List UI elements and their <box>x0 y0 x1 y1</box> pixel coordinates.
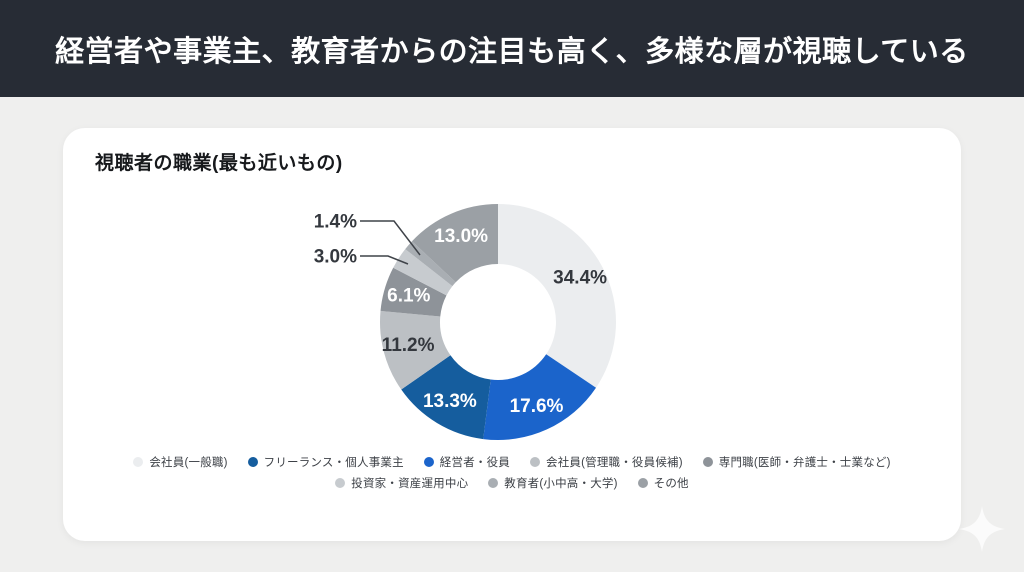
legend-label: 会社員(管理職・役員候補) <box>546 457 683 469</box>
legend-label: 会社員(一般職) <box>149 457 228 469</box>
legend-item: 投資家・資産運用中心 <box>335 475 468 491</box>
legend-dot-icon <box>133 457 144 467</box>
chart-title: 視聴者の職業(最も近いもの) <box>95 153 343 174</box>
legend-label: 教育者(小中高・大学) <box>504 478 618 490</box>
legend-dot-icon <box>637 478 648 488</box>
legend-label: 投資家・資産運用中心 <box>351 478 469 490</box>
legend-dot-icon <box>488 478 499 488</box>
legend-dot-icon <box>423 457 434 467</box>
legend-dot-icon <box>247 457 258 467</box>
sparkle-icon <box>958 505 1006 553</box>
legend-row: 投資家・資産運用中心 教育者(小中高・大学) その他 <box>335 475 689 491</box>
legend-item: 専門職(医師・弁護士・士業など) <box>702 454 891 470</box>
legend-item: 会社員(管理職・役員候補) <box>530 454 683 470</box>
header-bar: 経営者や事業主、教育者からの注目も高く、多様な層が視聴している <box>0 0 1024 97</box>
legend-label: 経営者・役員 <box>439 457 510 469</box>
legend-item: その他 <box>637 475 689 491</box>
legend-label: フリーランス・個人事業主 <box>263 457 404 469</box>
legend-item: 経営者・役員 <box>423 454 510 470</box>
legend-label: その他 <box>653 478 689 490</box>
legend-label: 専門職(医師・弁護士・士業など) <box>718 457 891 469</box>
legend-item: 会社員(一般職) <box>133 454 227 470</box>
legend-dot-icon <box>530 457 540 467</box>
chart-legend: 会社員(一般職) フリーランス・個人事業主 経営者・役員 会社員(管理職・役員候補) 専… <box>63 454 961 491</box>
legend-dot-icon <box>335 478 346 488</box>
legend-item: 教育者(小中高・大学) <box>488 475 617 491</box>
legend-row: 会社員(一般職) フリーランス・個人事業主 経営者・役員 会社員(管理職・役員候補) 専… <box>133 454 890 470</box>
legend-item: フリーランス・個人事業主 <box>247 454 404 470</box>
legend-dot-icon <box>702 457 713 467</box>
chart-card: 視聴者の職業(最も近いもの) 会社員(一般職) フリーランス・個人事業主 経営者・役… <box>63 128 961 541</box>
slide-title: 経営者や事業主、教育者からの注目も高く、多様な層が視聴している <box>55 35 969 68</box>
